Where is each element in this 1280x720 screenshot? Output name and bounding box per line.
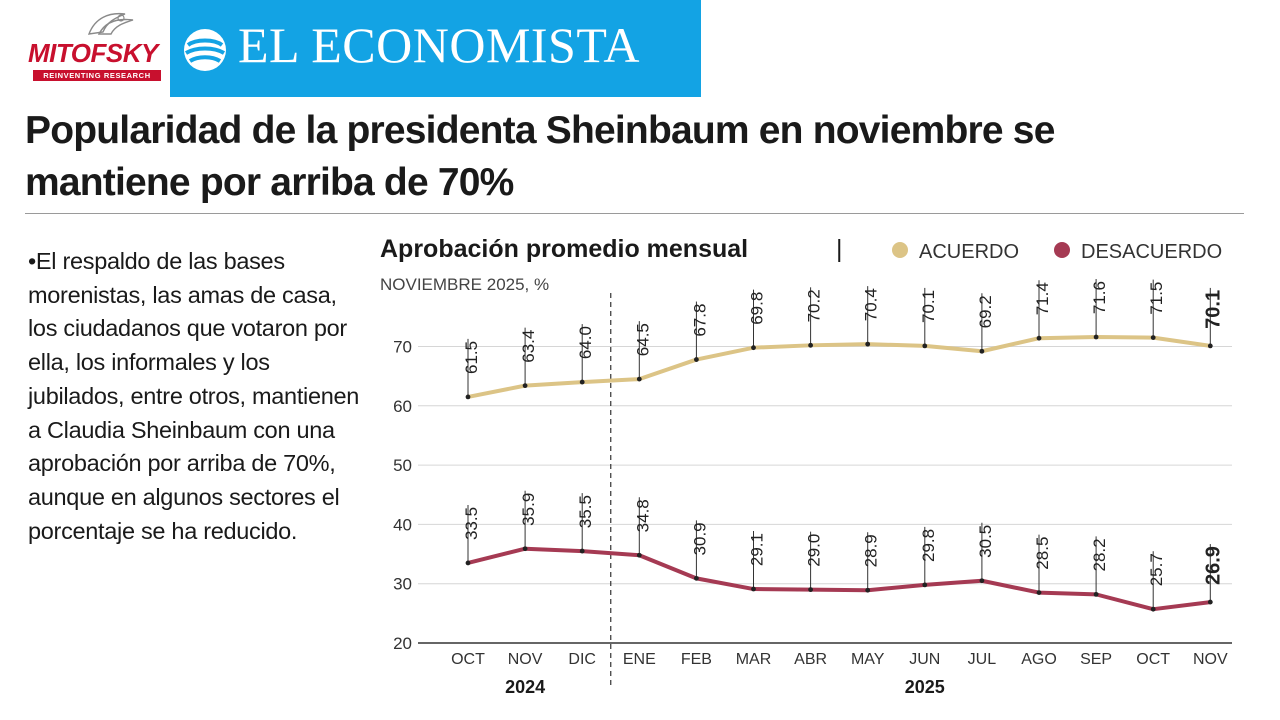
data-label-acuerdo: 70.4 <box>862 288 881 321</box>
x-tick-label: NOV <box>1193 651 1228 668</box>
data-label-acuerdo: 69.8 <box>748 292 767 325</box>
data-point <box>1093 334 1099 340</box>
data-label-desacuerdo: 34.8 <box>633 499 652 532</box>
data-label-desacuerdo: 29.0 <box>805 534 824 567</box>
series-line-desacuerdo <box>466 546 1213 612</box>
chart-subtitle: NOVIEMBRE 2025, % <box>380 275 549 294</box>
legend-marker-acuerdo <box>892 242 908 258</box>
mitofsky-emblem-icon <box>87 12 134 35</box>
y-tick-label: 70 <box>393 338 412 357</box>
data-point <box>1207 599 1213 605</box>
x-tick-label: AGO <box>1021 651 1057 668</box>
chart-title: Aprobación promedio mensual <box>380 235 748 263</box>
data-point <box>751 345 756 351</box>
mitofsky-wordmark: MITOFSKY <box>28 38 158 68</box>
x-tick-label: OCT <box>451 651 485 668</box>
data-point <box>865 587 871 593</box>
x-tick-label: OCT <box>1136 651 1170 668</box>
x-tick-label: ABR <box>794 651 827 668</box>
data-point <box>1207 343 1213 349</box>
y-tick-label: 50 <box>393 456 412 475</box>
data-point <box>694 357 699 362</box>
data-label-desacuerdo: 28.2 <box>1090 538 1109 571</box>
data-point <box>636 376 642 382</box>
publication-banner: EL ECONOMISTA <box>170 0 701 97</box>
data-point <box>922 343 928 349</box>
y-tick-label: 40 <box>393 515 412 534</box>
data-point <box>465 394 471 400</box>
data-label-acuerdo: 63.4 <box>519 330 538 363</box>
mitofsky-logo: MITOFSKY REINVENTING RESEARCH <box>25 0 167 95</box>
x-tick-label: JUL <box>968 651 997 668</box>
data-label-desacuerdo: 33.5 <box>462 507 481 540</box>
y-tick-label: 60 <box>393 397 412 416</box>
data-label-desacuerdo: 25.7 <box>1147 553 1166 586</box>
data-label-desacuerdo: 29.8 <box>919 529 938 562</box>
data-point <box>579 379 585 385</box>
legend-label-acuerdo: ACUERDO <box>919 241 1019 263</box>
data-point <box>979 578 985 584</box>
data-label-acuerdo: 71.4 <box>1033 282 1052 315</box>
publication-name: EL ECONOMISTA <box>238 17 641 73</box>
headline-divider <box>25 213 1244 214</box>
year-label-2024: 2024 <box>505 677 545 697</box>
data-label-desacuerdo: 28.5 <box>1033 537 1052 570</box>
data-label-acuerdo: 64.0 <box>576 326 595 359</box>
data-point <box>808 587 813 593</box>
x-tick-label: MAR <box>736 651 772 668</box>
data-point <box>1036 335 1042 341</box>
series-line-acuerdo <box>466 335 1213 399</box>
data-point <box>465 560 471 566</box>
data-label-desacuerdo: 29.1 <box>748 533 767 566</box>
data-label-acuerdo: 70.1 <box>1202 290 1224 329</box>
data-point <box>922 582 928 588</box>
year-label-2025: 2025 <box>905 677 945 697</box>
data-point <box>1036 590 1042 595</box>
data-point <box>979 348 985 354</box>
data-point <box>1150 606 1156 612</box>
x-tick-label: MAY <box>851 651 885 668</box>
data-label-acuerdo: 70.2 <box>805 289 824 322</box>
data-point <box>636 552 642 558</box>
data-label-acuerdo: 71.5 <box>1147 282 1166 315</box>
legend-label-desacuerdo: DESACUERDO <box>1081 241 1222 263</box>
data-label-acuerdo: 69.2 <box>976 295 995 328</box>
y-tick-label: 30 <box>393 575 412 594</box>
data-label-desacuerdo: 35.9 <box>519 493 538 526</box>
data-label-desacuerdo: 30.9 <box>690 522 709 555</box>
data-label-acuerdo: 70.1 <box>919 290 938 323</box>
data-label-acuerdo: 61.5 <box>462 341 481 374</box>
data-label-acuerdo: 67.8 <box>690 304 709 337</box>
globe-logo-icon <box>184 29 226 71</box>
chart-title-separator: | <box>836 235 843 263</box>
x-tick-label: DIC <box>568 651 596 668</box>
data-point <box>579 548 585 554</box>
data-label-desacuerdo: 26.9 <box>1202 546 1224 585</box>
mitofsky-tagline: REINVENTING RESEARCH <box>33 70 161 81</box>
y-tick-label: 20 <box>393 634 412 653</box>
data-label-acuerdo: 64.5 <box>633 323 652 356</box>
legend-marker-desacuerdo <box>1054 242 1070 258</box>
x-tick-label: FEB <box>681 651 712 668</box>
data-point <box>751 586 756 592</box>
data-point <box>522 546 528 552</box>
x-tick-label: NOV <box>508 651 543 668</box>
data-label-desacuerdo: 28.9 <box>862 534 881 567</box>
body-paragraph: •El respaldo de las bases morenistas, la… <box>28 248 360 544</box>
data-point <box>865 341 871 347</box>
data-label-desacuerdo: 30.5 <box>976 525 995 558</box>
x-tick-label: SEP <box>1080 651 1112 668</box>
data-point <box>808 342 813 348</box>
data-point <box>522 383 528 389</box>
data-label-acuerdo: 71.6 <box>1090 281 1109 314</box>
x-tick-label: ENE <box>623 651 656 668</box>
data-point <box>694 575 699 581</box>
data-label-desacuerdo: 35.5 <box>576 495 595 528</box>
data-point <box>1093 591 1099 597</box>
data-point <box>1150 335 1156 341</box>
x-tick-label: JUN <box>909 651 940 668</box>
headline: Popularidad de la presidenta Sheinbaum e… <box>25 109 1055 204</box>
